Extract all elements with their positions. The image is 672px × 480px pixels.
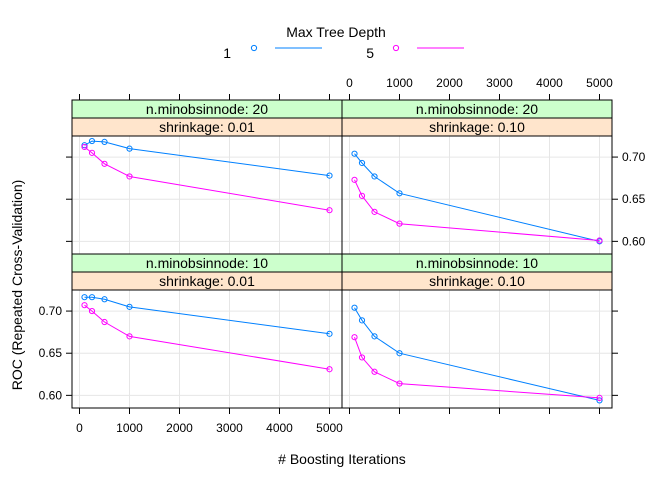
series-1-point: [88, 137, 96, 145]
series-5-point: [396, 380, 403, 387]
series-1-point: [351, 304, 358, 311]
series-5-line: [354, 337, 600, 399]
y-axis-title: ROC (Repeated Cross-Validation): [9, 180, 25, 391]
x-tick-label: 2000: [166, 421, 193, 435]
series-1-point: [396, 190, 403, 197]
y-tick-label: 0.60: [622, 234, 646, 248]
y-tick-label: 0.70: [622, 150, 646, 164]
x-tick-label: 0: [346, 76, 353, 90]
series-5-point: [351, 334, 358, 341]
series-1-line: [354, 153, 600, 242]
series-5-point: [351, 176, 358, 183]
x-tick-label: 0: [76, 421, 83, 435]
strip-shrinkage-label: shrinkage: 0.01: [159, 119, 255, 135]
series-5-point: [596, 237, 603, 244]
x-tick-label: 5000: [316, 421, 343, 435]
series-1-point: [351, 150, 358, 157]
legend-marker-5: [392, 44, 400, 52]
panel-1: n.minobsinnode: 10 shrinkage: 0.01: [71, 253, 343, 409]
series-5-point: [326, 207, 333, 214]
series-5-point: [126, 173, 133, 180]
panel-3: n.minobsinnode: 20 shrinkage: 0.01: [71, 99, 343, 255]
legend-title: Max Tree Depth: [286, 24, 386, 40]
x-tick-label: 4000: [266, 421, 293, 435]
x-tick-label: 1000: [386, 76, 413, 90]
series-1-point: [101, 138, 108, 145]
strip-shrinkage-label: shrinkage: 0.01: [159, 273, 255, 289]
strip-minobsinnode-label: n.minobsinnode: 20: [146, 101, 268, 117]
legend: Max Tree Depth 1 5: [223, 24, 464, 61]
series-5-point: [371, 368, 378, 375]
series-1-point: [396, 350, 403, 357]
series-5-point: [596, 394, 603, 401]
series-1-line: [84, 296, 330, 335]
panel-border: [341, 289, 613, 409]
series-1-point: [326, 172, 333, 179]
series-5-point: [101, 318, 108, 326]
x-tick-label: 4000: [536, 76, 563, 90]
strip-shrinkage-label: shrinkage: 0.10: [429, 119, 525, 135]
chart-axes: 0 1000 2000 3000 4000 5000 0 1000 2000 3000 4000 50…: [39, 76, 646, 435]
series-5-point: [396, 220, 403, 227]
series-1-point: [358, 317, 366, 324]
x-tick-label: 2000: [436, 76, 463, 90]
panel-2: n.minobsinnode: 10 shrinkage: 0.10: [341, 253, 613, 409]
panel-4: n.minobsinnode: 20 shrinkage: 0.10: [341, 99, 613, 255]
x-tick-label: 3000: [486, 76, 513, 90]
series-5-point: [358, 192, 366, 199]
series-5-point: [88, 307, 96, 315]
panel-border: [341, 135, 613, 255]
strip-minobsinnode-label: n.minobsinnode: 10: [416, 255, 538, 271]
strip-shrinkage-label: shrinkage: 0.10: [429, 273, 525, 289]
legend-marker-1: [250, 44, 258, 52]
series-5-line: [84, 304, 330, 370]
series-5-point: [126, 333, 133, 340]
series-5-point: [371, 208, 378, 215]
series-5-point: [81, 302, 88, 309]
series-5-point: [81, 143, 88, 151]
series-1-point: [88, 294, 96, 301]
panel-border: [71, 135, 343, 255]
series-1-point: [358, 159, 366, 167]
y-tick-label: 0.70: [39, 304, 63, 318]
series-5-line: [84, 146, 330, 211]
strip-minobsinnode-label: n.minobsinnode: 10: [146, 255, 268, 271]
series-1-line: [354, 307, 600, 401]
series-5-point: [358, 354, 366, 361]
series-5-point: [101, 160, 108, 167]
x-tick-label: 3000: [216, 421, 243, 435]
series-1-point: [326, 330, 333, 337]
series-5-point: [88, 149, 96, 156]
legend-label-5: 5: [366, 45, 374, 61]
series-1-point: [101, 296, 108, 303]
series-1-point: [371, 173, 378, 180]
x-tick-label: 5000: [586, 76, 613, 90]
series-1-point: [81, 294, 88, 301]
series-5-point: [326, 366, 333, 373]
x-tick-label: 1000: [116, 421, 143, 435]
legend-label-1: 1: [223, 45, 231, 61]
y-tick-label: 0.60: [39, 388, 63, 402]
series-1-line: [84, 140, 330, 177]
series-5-line: [354, 179, 600, 241]
y-tick-label: 0.65: [622, 192, 646, 206]
x-axis-title: # Boosting Iterations: [278, 451, 406, 467]
y-tick-label: 0.65: [39, 346, 63, 360]
strip-minobsinnode-label: n.minobsinnode: 20: [416, 101, 538, 117]
series-1-point: [126, 145, 133, 152]
series-1-point: [371, 333, 378, 340]
series-1-point: [126, 303, 133, 310]
